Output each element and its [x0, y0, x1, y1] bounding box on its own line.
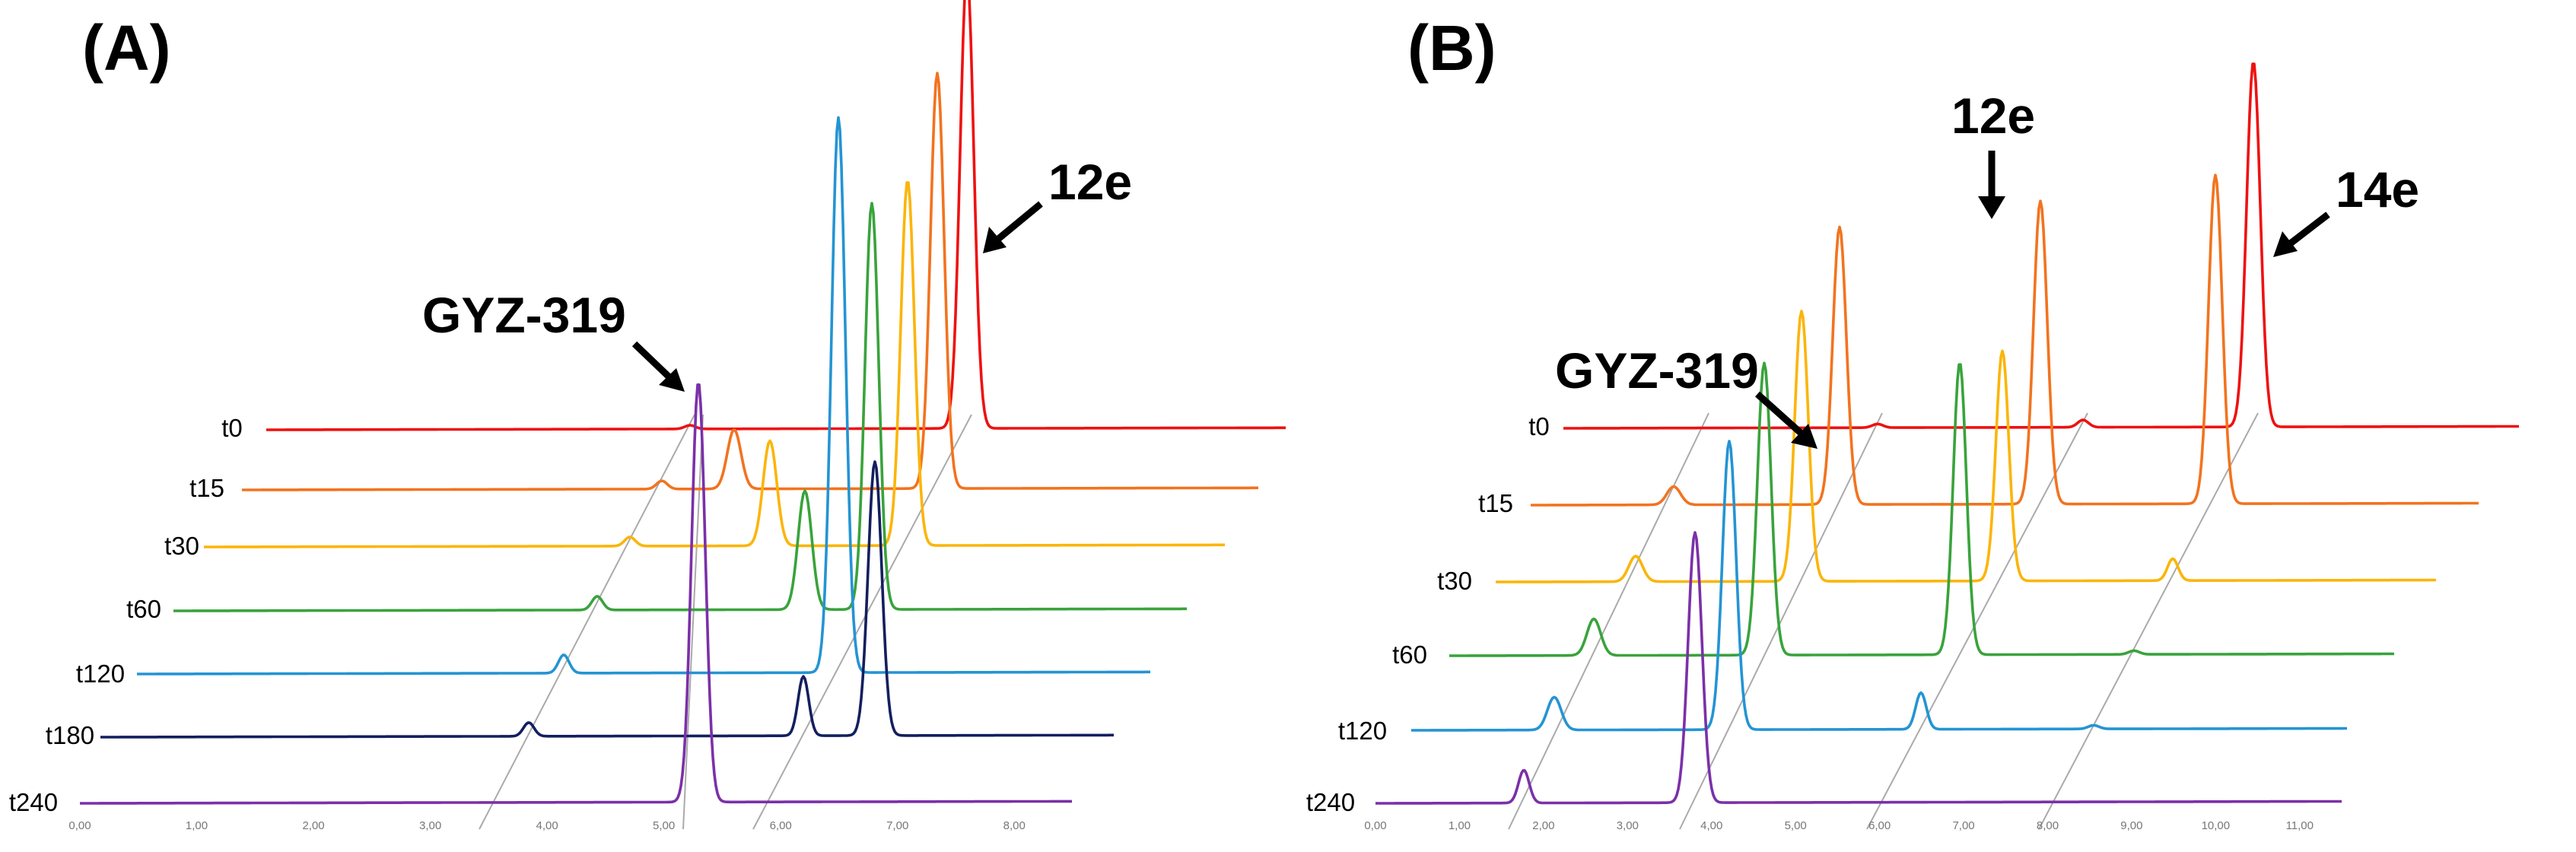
panel-b-label: (B): [1407, 12, 1496, 84]
x-tick-label: 2,00: [1532, 819, 1554, 832]
annotation-12e-arrowhead: [1978, 196, 2005, 219]
guide-line: [1508, 412, 1709, 830]
x-tick-label: 3,00: [1617, 819, 1639, 832]
trace-t0: [266, 0, 1286, 431]
x-tick-label: 7,00: [1952, 819, 1974, 832]
x-tick-label: 9,00: [2120, 819, 2142, 832]
panel-a-waterfall-chart: (A) t0 t15 t30 t60 t120 t180 t240 0,00 1,…: [9, 0, 1286, 832]
trace-t15: [1531, 173, 2479, 507]
panel-b-row-labels: t0 t15 t30 t60 t120 t240: [1306, 412, 1550, 816]
panel-b-x-axis-ticks: 0,00 1,00 2,00 3,00 4,00 5,00 6,00 7,00 8,00 9,00…: [1364, 819, 2314, 832]
trace-t30: [204, 181, 1225, 548]
row-label-t15: t15: [1478, 489, 1513, 517]
row-label-t240: t240: [9, 788, 58, 816]
trace-t15: [242, 72, 1258, 491]
annotation-12e-arrow: [995, 201, 1043, 243]
panel-a-label: (A): [82, 12, 171, 84]
trace-t240: [80, 383, 1072, 805]
row-label-t120: t120: [76, 660, 125, 688]
x-tick-label: 6,00: [770, 819, 792, 832]
annotation-14e-arrowhead: [2273, 231, 2298, 257]
annotation-12e-label: 12e: [1951, 87, 2035, 144]
annotation-gyz319-arrow: [1754, 391, 1805, 437]
panel-b-traces: [1375, 62, 2519, 805]
annotation-12e-label: 12e: [1048, 154, 1132, 210]
annotation-gyz319-arrow: [631, 341, 673, 381]
panel-a-annotation-gyz319: GYZ-319: [422, 287, 685, 392]
guide-line: [682, 414, 704, 830]
x-tick-label: 11,00: [2286, 819, 2314, 832]
guide-line: [1679, 412, 1883, 830]
row-label-t240: t240: [1306, 788, 1355, 816]
panel-b-waterfall-chart: (B) t0 t15 t30 t60 t120 t240 0,00 1,00 2,0…: [1306, 12, 2519, 832]
annotation-14e-arrow: [2286, 211, 2330, 248]
row-label-t30: t30: [164, 532, 199, 560]
x-tick-label: 10,00: [2202, 819, 2231, 832]
row-label-t60: t60: [126, 595, 161, 623]
x-tick-label: 8,00: [1003, 819, 1026, 832]
row-label-t0: t0: [1528, 412, 1550, 440]
guide-line: [1866, 412, 2088, 830]
annotation-gyz319-arrowhead: [659, 368, 685, 392]
panel-b-annotation-14e: 14e: [2273, 161, 2419, 257]
trace-t120: [1411, 440, 2347, 732]
guide-line: [2038, 412, 2259, 830]
x-tick-label: 0,00: [1364, 819, 1386, 832]
annotation-12e-arrowhead: [983, 227, 1007, 253]
x-tick-label: 8,00: [2037, 819, 2059, 832]
panel-b-annotation-gyz319: GYZ-319: [1555, 342, 1818, 449]
x-tick-label: 7,00: [886, 819, 908, 832]
panel-a-annotation-12e: 12e: [983, 154, 1132, 253]
trace-t60: [1449, 361, 2394, 657]
row-label-t60: t60: [1392, 641, 1427, 669]
panel-b-guide-lines: [1508, 412, 2259, 830]
x-tick-label: 1,00: [186, 819, 208, 832]
x-tick-label: 2,00: [302, 819, 324, 832]
x-tick-label: 3,00: [419, 819, 441, 832]
row-label-t15: t15: [189, 474, 224, 502]
panel-b-annotation-12e: 12e: [1951, 87, 2035, 219]
guide-line: [479, 414, 695, 830]
annotation-gyz319-arrowhead: [1791, 424, 1818, 449]
panel-a-traces: [80, 0, 1286, 805]
row-label-t0: t0: [221, 414, 243, 442]
row-label-t120: t120: [1338, 717, 1387, 745]
row-label-t180: t180: [46, 721, 94, 749]
annotation-gyz319-label: GYZ-319: [422, 287, 626, 343]
trace-t240: [1375, 531, 2342, 805]
panel-a-guide-lines: [479, 414, 972, 830]
row-label-t30: t30: [1437, 567, 1472, 595]
guide-line: [752, 414, 972, 830]
trace-t60: [173, 202, 1187, 612]
x-tick-label: 5,00: [1785, 819, 1807, 832]
annotation-gyz319-label: GYZ-319: [1555, 342, 1759, 399]
trace-t180: [100, 460, 1114, 739]
trace-t0: [1563, 62, 2519, 430]
panel-a-row-labels: t0 t15 t30 t60 t120 t180 t240: [9, 414, 243, 816]
annotation-14e-label: 14e: [2336, 161, 2419, 218]
trace-t120: [137, 116, 1150, 676]
x-tick-label: 5,00: [653, 819, 675, 832]
x-tick-label: 4,00: [1700, 819, 1722, 832]
x-tick-label: 0,00: [68, 819, 91, 832]
x-tick-label: 4,00: [536, 819, 558, 832]
x-tick-label: 6,00: [1868, 819, 1891, 832]
trace-t30: [1496, 310, 2436, 583]
panel-a-x-axis-ticks: 0,00 1,00 2,00 3,00 4,00 5,00 6,00 7,00 8,00: [68, 819, 1025, 832]
x-tick-label: 1,00: [1449, 819, 1471, 832]
